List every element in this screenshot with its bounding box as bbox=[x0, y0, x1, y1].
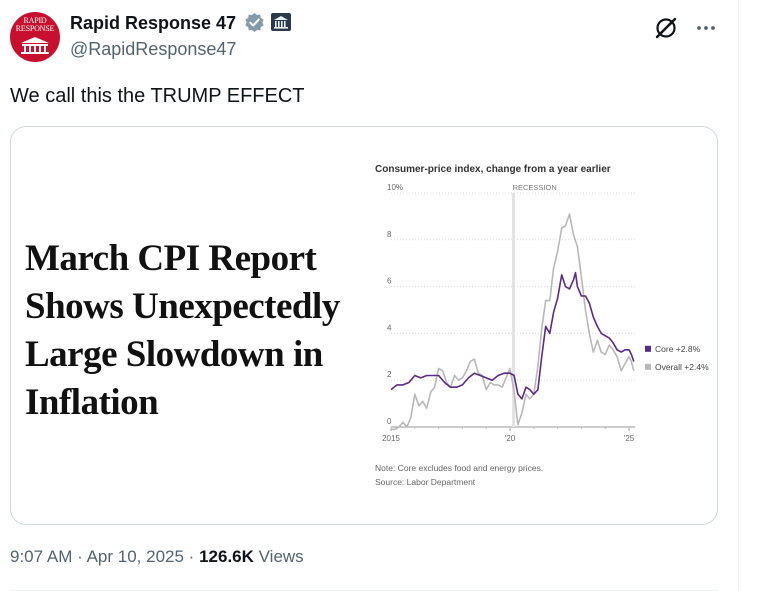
tweet-meta: 9:07 AM · Apr 10, 2025 · 126.6K Views bbox=[10, 546, 304, 568]
chart-title: Consumer-price index, change from a year… bbox=[375, 164, 611, 175]
views-label: Views bbox=[258, 547, 304, 566]
y-tick-label: 10% bbox=[387, 183, 403, 192]
x-tick-label: '25 bbox=[624, 434, 635, 443]
y-tick-label: 6 bbox=[387, 277, 392, 286]
x-tick-label: 2015 bbox=[382, 434, 400, 443]
avatar-text-bottom: RESPONSE bbox=[15, 24, 55, 33]
legend-swatch-core bbox=[645, 345, 651, 352]
white-house-icon bbox=[21, 37, 49, 54]
cpi-chart: Consumer-price index, change from a year… bbox=[369, 157, 709, 502]
tweet-time[interactable]: 9:07 AM bbox=[10, 547, 73, 566]
government-building-icon bbox=[271, 13, 291, 31]
avatar[interactable]: RAPID RESPONSE bbox=[10, 12, 60, 62]
verified-badge-icon bbox=[245, 12, 264, 33]
y-tick-label: 4 bbox=[387, 323, 392, 332]
avatar-text-top: RAPID bbox=[23, 16, 47, 25]
recession-label: RECESSION bbox=[513, 183, 557, 192]
y-tick-label: 2 bbox=[387, 370, 392, 379]
legend-swatch-overall bbox=[645, 363, 651, 370]
meta-separator: · bbox=[188, 547, 195, 566]
views-count: 126.6K bbox=[199, 547, 254, 566]
x-tick-label: '20 bbox=[505, 434, 516, 443]
more-dots-icon[interactable] bbox=[692, 16, 720, 40]
chart-source: Source: Labor Department bbox=[375, 477, 476, 487]
y-tick-label: 0 bbox=[387, 417, 392, 426]
display-name[interactable]: Rapid Response 47 bbox=[70, 13, 237, 33]
series-line-overall bbox=[391, 213, 635, 431]
chart-note: Note: Core excludes food and energy pric… bbox=[375, 463, 544, 473]
series-line-core bbox=[390, 271, 635, 400]
grok-icon[interactable] bbox=[652, 14, 680, 42]
meta-separator: · bbox=[77, 547, 83, 566]
user-handle[interactable]: @RapidResponse47 bbox=[70, 39, 237, 59]
column-divider bbox=[738, 0, 739, 591]
legend-label-overall: Overall +2.4% bbox=[655, 362, 709, 372]
media-card[interactable]: March CPI Report Shows Unexpectedly Larg… bbox=[10, 126, 718, 525]
y-tick-label: 8 bbox=[387, 230, 392, 239]
chart-plot: 0 2 4 6 8 10% 2015 '20 '25 RECESSION Core +2.8% Ove… bbox=[382, 183, 709, 443]
card-headline: March CPI Report Shows Unexpectedly Larg… bbox=[25, 238, 340, 423]
tweet-text: We call this the TRUMP EFFECT bbox=[10, 85, 305, 107]
tweet-date[interactable]: Apr 10, 2025 bbox=[86, 547, 184, 566]
legend-label-core: Core +2.8% bbox=[655, 344, 701, 354]
